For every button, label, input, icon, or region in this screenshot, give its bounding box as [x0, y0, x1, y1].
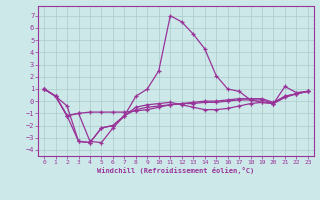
X-axis label: Windchill (Refroidissement éolien,°C): Windchill (Refroidissement éolien,°C)	[97, 167, 255, 174]
